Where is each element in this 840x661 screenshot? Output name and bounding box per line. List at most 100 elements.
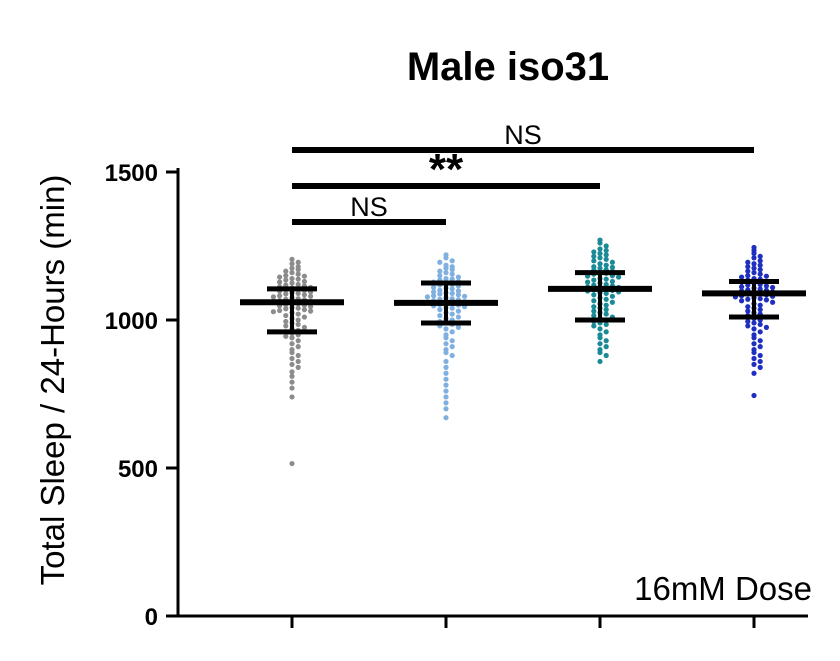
data-point [289, 379, 295, 385]
data-point [455, 292, 461, 298]
data-point [449, 329, 455, 335]
data-point [591, 253, 597, 259]
data-point [455, 314, 461, 320]
data-point [283, 291, 289, 297]
data-point [431, 289, 437, 295]
data-point [449, 311, 455, 317]
significance-label: NS [350, 192, 388, 222]
data-point [603, 252, 609, 258]
data-point [289, 335, 295, 341]
data-point [443, 394, 449, 400]
data-point [443, 382, 449, 388]
data-point [597, 255, 603, 261]
data-point [301, 278, 307, 285]
data-point [745, 304, 751, 310]
data-point [591, 323, 597, 329]
data-point [597, 358, 603, 365]
data-point [443, 326, 449, 332]
data-point [597, 335, 603, 341]
data-point [289, 355, 295, 362]
data-point [751, 370, 757, 376]
data-point [603, 296, 609, 302]
data-point [751, 250, 757, 256]
data-point [431, 293, 437, 299]
chart-title: Male iso31 [407, 45, 609, 89]
data-point [295, 338, 301, 344]
data-point [603, 344, 609, 350]
data-point [289, 275, 295, 282]
data-point [277, 307, 283, 314]
data-point [597, 349, 603, 356]
data-point [603, 281, 609, 288]
data-point [603, 321, 609, 328]
data-point [437, 291, 443, 297]
data-point [449, 271, 455, 277]
data-point [283, 282, 289, 288]
data-point [603, 256, 609, 262]
data-point [757, 286, 763, 292]
data-point [283, 333, 289, 339]
data-point [745, 323, 751, 329]
data-point [308, 293, 314, 299]
data-point [289, 361, 295, 367]
data-point [443, 358, 449, 365]
data-point [301, 314, 307, 320]
y-tick-label: 500 [118, 456, 158, 483]
data-point [424, 294, 430, 300]
data-point [295, 290, 301, 296]
data-point [751, 265, 757, 271]
data-point [277, 274, 283, 280]
axes: 0 500 1000 1500 [105, 160, 808, 631]
data-point [591, 304, 597, 310]
data-point [295, 259, 301, 265]
data-point [295, 276, 301, 282]
data-point [295, 321, 301, 328]
data-point [455, 288, 461, 294]
data-point [757, 321, 763, 328]
data-point [443, 341, 449, 347]
y-tick-label: 1000 [105, 308, 158, 335]
data-point [757, 271, 763, 277]
data-point [751, 320, 757, 326]
y-axis-label: Total Sleep / 24-Hours (min) [34, 175, 71, 586]
data-point [289, 385, 295, 391]
significance-label: NS [504, 120, 542, 150]
data-point [449, 352, 455, 359]
data-point [751, 361, 757, 367]
data-point [757, 358, 763, 365]
data-point [739, 284, 745, 290]
data-point [603, 247, 609, 254]
data-point [609, 264, 616, 270]
data-point [597, 240, 603, 246]
data-point [757, 302, 763, 308]
data-point [603, 243, 609, 249]
data-point [609, 278, 616, 285]
data-point [751, 255, 757, 261]
data-point [763, 283, 770, 289]
data-point [295, 344, 301, 350]
data-point [437, 268, 443, 274]
data-point [603, 311, 609, 317]
data-point [283, 323, 289, 329]
data-point [757, 338, 763, 344]
data-point [301, 307, 307, 313]
data-point [597, 326, 603, 332]
data-point [289, 341, 295, 347]
data-point [745, 308, 751, 314]
data-point [443, 349, 449, 356]
data-point [757, 352, 763, 359]
data-point [443, 376, 449, 382]
data-point [283, 273, 289, 279]
data-point [585, 279, 591, 285]
data-point [443, 275, 449, 282]
data-point [591, 298, 597, 304]
data-point [443, 270, 449, 276]
data-point [443, 415, 449, 421]
y-tick-label: 0 [145, 604, 158, 631]
data-point [591, 292, 597, 298]
data-point [603, 302, 609, 308]
data-point [449, 258, 455, 264]
data-point [757, 253, 763, 259]
data-point [745, 273, 751, 279]
y-tick-label: 1500 [105, 160, 158, 187]
